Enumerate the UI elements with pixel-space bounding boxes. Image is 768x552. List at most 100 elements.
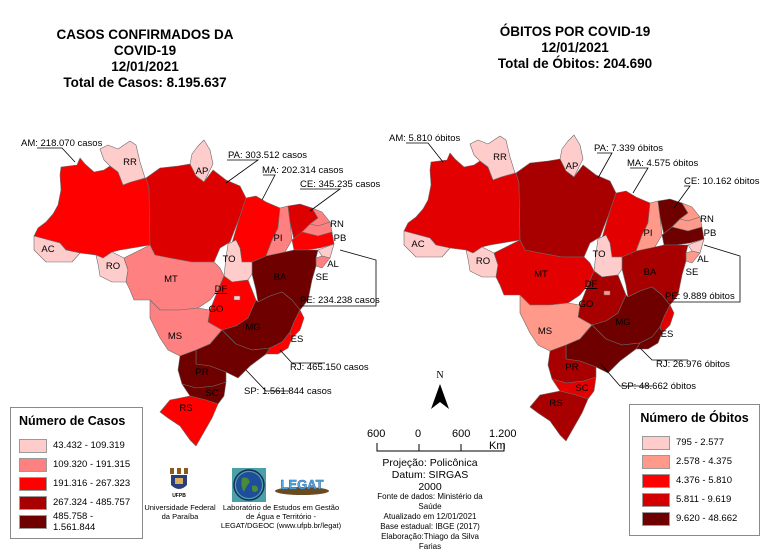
callout-MA-deaths: MA: 4.575 óbitos — [627, 158, 699, 169]
callout-CE-deaths: CE: 10.162 óbitos — [684, 176, 760, 187]
callout-AM-cases: AM: 218.070 casos — [21, 138, 103, 149]
deaths-legend-row-3: 4.376 - 5.810 — [638, 471, 751, 490]
deaths-range-2: 2.578 - 4.375 — [676, 456, 732, 467]
svg-text:RN: RN — [700, 214, 714, 225]
svg-text:BA: BA — [644, 267, 657, 278]
cases-legend: Número de Casos 43.432 - 109.319 109.320… — [10, 407, 143, 539]
ufpb-name: Universidade Federal da Paraíba — [142, 503, 218, 521]
cases-map-date: 12/01/2021 — [111, 59, 179, 74]
svg-text:RS: RS — [179, 403, 192, 414]
svg-text:AL: AL — [327, 259, 339, 270]
svg-text:AP: AP — [566, 161, 579, 172]
svg-text:RN: RN — [330, 219, 344, 230]
legat-logo-icon: LEGAT — [275, 477, 329, 495]
svg-text:TO: TO — [592, 249, 605, 260]
state-DF[interactable] — [233, 295, 241, 301]
state-DF-deaths[interactable] — [603, 290, 611, 296]
svg-text:MG: MG — [245, 322, 260, 333]
cases-range-2: 109.320 - 191.315 — [53, 459, 131, 470]
north-arrow-icon: N — [431, 370, 449, 409]
svg-text:GO: GO — [579, 299, 594, 310]
svg-text:DF: DF — [585, 279, 598, 290]
callout-SP-deaths: SP: 48.662 óbitos — [621, 381, 696, 392]
state-TO[interactable] — [223, 239, 253, 283]
cases-swatch-5 — [19, 514, 47, 529]
state-BA-deaths[interactable] — [621, 244, 689, 306]
state-RR[interactable] — [99, 140, 146, 186]
state-MT-deaths[interactable] — [493, 239, 595, 306]
state-RJ[interactable] — [265, 331, 293, 355]
legat-name-line3: LEGAT/DGEOC (www.ufpb.br/legat) — [220, 521, 342, 530]
svg-text:SE: SE — [686, 267, 699, 278]
state-AC[interactable] — [33, 235, 81, 263]
state-AM[interactable] — [33, 157, 151, 259]
deaths-legend: Número de Óbitos 795 - 2.577 2.578 - 4.3… — [629, 404, 760, 536]
cases-swatch-3 — [19, 476, 47, 491]
credits-source: Fonte de dados: Ministério da Saúde — [377, 492, 483, 511]
svg-text:TO: TO — [222, 254, 235, 265]
svg-text:MT: MT — [534, 269, 548, 280]
credits: Fonte de dados: Ministério da Saúde Atua… — [370, 492, 490, 552]
legat-name-line2: de Água e Território - — [246, 512, 316, 521]
deaths-map-total: Total de Óbitos: 204.690 — [497, 56, 653, 71]
svg-text:PB: PB — [704, 228, 717, 239]
callout-RJ-deaths: RJ: 26.976 óbitos — [656, 359, 730, 370]
deaths-legend-row-4: 5.811 - 9.619 — [638, 490, 751, 509]
state-MT[interactable] — [123, 244, 225, 311]
cases-map-title: CASOS CONFIRMADOS DA COVID-19 — [56, 27, 234, 58]
dgeoc-globe-logo-icon — [232, 468, 266, 502]
callout-PA-cases: PA: 303.512 casos — [228, 150, 307, 161]
deaths-range-1: 795 - 2.577 — [676, 437, 725, 448]
cases-legend-row-1: 43.432 - 109.319 — [19, 436, 134, 455]
state-AM-deaths[interactable] — [403, 152, 521, 254]
deaths-legend-row-5: 9.620 - 48.662 — [638, 509, 751, 528]
state-RS-deaths[interactable] — [529, 390, 589, 442]
svg-text:SC: SC — [575, 383, 588, 394]
scale-bar: 600 0 600 1.200 Km — [367, 428, 527, 468]
svg-text:AC: AC — [411, 239, 424, 250]
deaths-map-title: ÓBITOS POR COVID-19 — [499, 24, 651, 39]
cases-swatch-1 — [19, 438, 47, 453]
svg-text:PI: PI — [644, 228, 653, 239]
scale-bar-line — [376, 443, 505, 452]
svg-text:MG: MG — [615, 317, 630, 328]
svg-text:RS: RS — [549, 398, 562, 409]
legat-name-line1: Laboratório de Estudos em Gestão — [222, 503, 340, 512]
cases-callout-lines — [37, 147, 377, 392]
deaths-range-4: 5.811 - 9.619 — [676, 494, 732, 505]
deaths-legend-row-1: 795 - 2.577 — [638, 433, 751, 452]
svg-text:RR: RR — [123, 157, 137, 168]
state-RJ-deaths[interactable] — [635, 326, 663, 350]
deaths-swatch-5 — [642, 511, 670, 526]
cases-swatch-4 — [19, 495, 47, 510]
svg-text:MS: MS — [168, 331, 182, 342]
ufpb-logo-icon: UFPB — [170, 468, 188, 498]
deaths-legend-row-2: 2.578 - 4.375 — [638, 452, 751, 471]
svg-text:SC: SC — [205, 388, 218, 399]
cases-legend-row-2: 109.320 - 191.315 — [19, 455, 134, 474]
svg-text:GO: GO — [209, 304, 224, 315]
cases-map-total: Total de Casos: 8.195.637 — [63, 75, 227, 90]
state-TO-deaths[interactable] — [593, 234, 623, 278]
deaths-legend-title: Número de Óbitos — [640, 411, 749, 425]
cases-legend-row-4: 267.324 - 485.757 — [19, 493, 134, 512]
svg-text:ES: ES — [661, 329, 674, 340]
state-RS[interactable] — [159, 395, 219, 447]
state-AC-deaths[interactable] — [403, 230, 451, 258]
state-BA[interactable] — [251, 249, 319, 311]
svg-text:DF: DF — [215, 284, 228, 295]
svg-text:ES: ES — [291, 334, 304, 345]
svg-text:N: N — [436, 370, 443, 381]
svg-text:PR: PR — [565, 362, 578, 373]
deaths-swatch-1 — [642, 435, 670, 450]
deaths-map-date: 12/01/2021 — [541, 40, 609, 55]
callout-SP-cases: SP: 1.561.844 casos — [244, 386, 332, 397]
ufpb-name-line2: da Paraíba — [161, 512, 199, 521]
state-RR-deaths[interactable] — [469, 135, 516, 181]
cases-state-labels: RR AP AC RO MT PI TO RN PB AL SE BA DF G… — [41, 157, 346, 414]
datum-line: Datum: SIRGAS 2000 — [391, 469, 469, 493]
deaths-swatch-3 — [642, 473, 670, 488]
deaths-range-5: 9.620 - 48.662 — [676, 513, 738, 524]
